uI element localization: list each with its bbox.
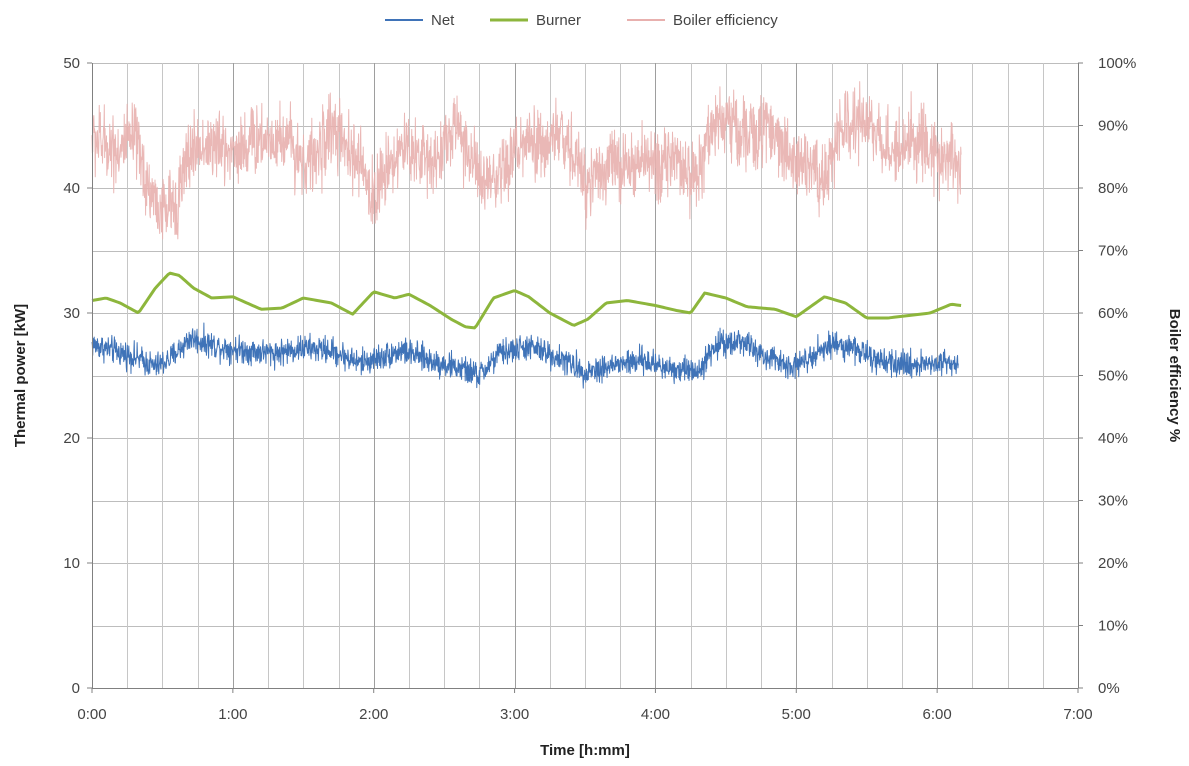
y2-tick-label: 100% <box>1098 55 1136 72</box>
y2-tick-label: 20% <box>1098 555 1128 572</box>
x-tick-label: 4:00 <box>641 706 670 723</box>
x-tick-label: 6:00 <box>923 706 952 723</box>
y2-tick-label: 60% <box>1098 305 1128 322</box>
y-tick-label: 10 <box>63 555 80 572</box>
x-tick-label: 7:00 <box>1063 706 1092 723</box>
x-tick-label: 0:00 <box>77 706 106 723</box>
y2-tick-label: 80% <box>1098 180 1128 197</box>
y2-axis-title: Boiler efficiency % <box>1166 309 1183 442</box>
legend-label: Net <box>431 12 455 29</box>
y-tick-label: 40 <box>63 180 80 197</box>
x-axis-title: Time [h:mm] <box>540 742 630 759</box>
y2-tick-label: 50% <box>1098 368 1128 385</box>
y2-tick-label: 70% <box>1098 243 1128 260</box>
axes: 0 10 20 30 40 50 0% 10% 20% 30% 40% 50% 60% 70% 80% 90%… <box>12 55 1183 759</box>
y-tick-label: 0 <box>72 680 80 697</box>
y-tick-label: 20 <box>63 430 80 447</box>
y-axis-title: Thermal power [kW] <box>12 304 29 447</box>
x-tick-label: 5:00 <box>782 706 811 723</box>
y2-tick-label: 0% <box>1098 680 1120 697</box>
series-layer <box>91 81 962 389</box>
x-tick-label: 1:00 <box>218 706 247 723</box>
y2-tick-label: 10% <box>1098 618 1128 635</box>
y2-tick-label: 90% <box>1098 118 1128 135</box>
x-tick-label: 2:00 <box>359 706 388 723</box>
legend-label: Burner <box>536 12 581 29</box>
series-line-burner <box>91 271 962 330</box>
y2-tick-label: 40% <box>1098 430 1128 447</box>
legend-label: Boiler efficiency <box>673 12 778 29</box>
series-line-net <box>91 322 959 389</box>
y2-tick-label: 30% <box>1098 493 1128 510</box>
x-tick-label: 3:00 <box>500 706 529 723</box>
y-tick-label: 30 <box>63 305 80 322</box>
legend: Net Burner Boiler efficiency <box>385 12 778 29</box>
y-tick-label: 50 <box>63 55 80 72</box>
series-line-boiler-efficiency <box>91 81 962 240</box>
